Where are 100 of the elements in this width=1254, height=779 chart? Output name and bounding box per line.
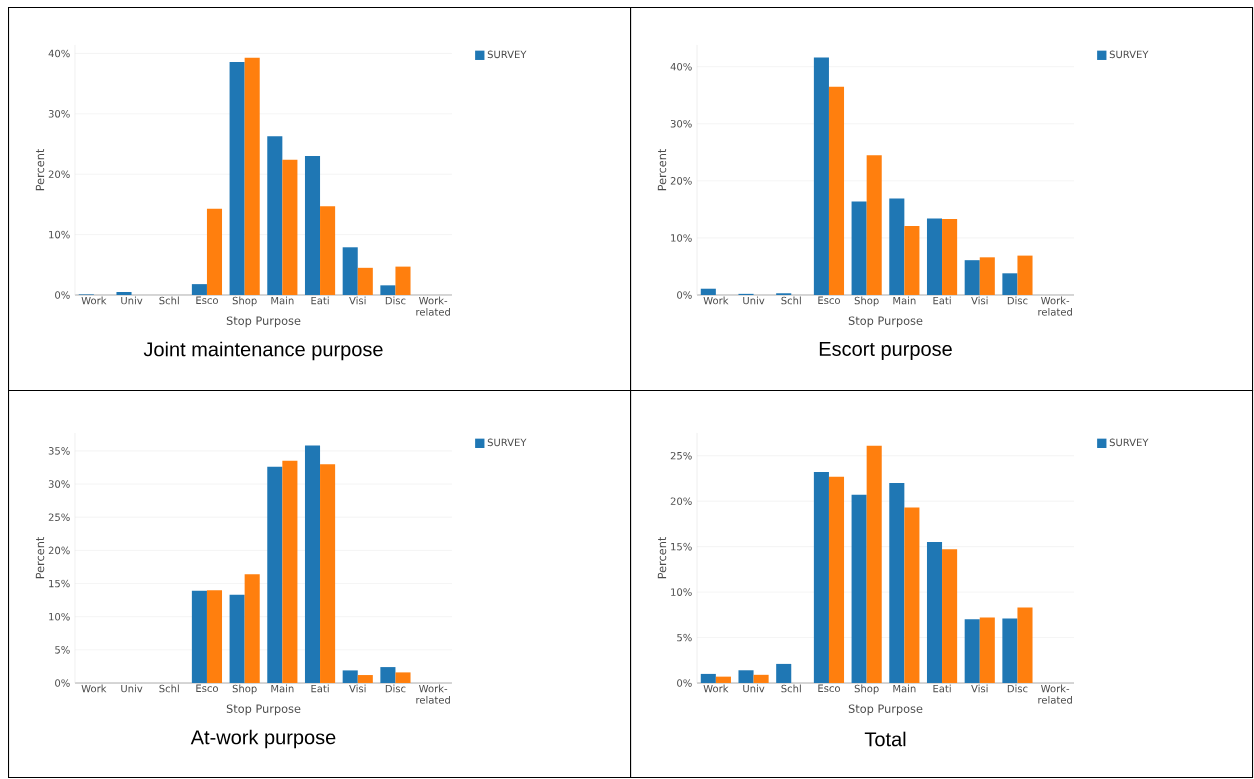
bar xyxy=(267,466,283,683)
bar xyxy=(1017,607,1033,683)
bar xyxy=(282,460,298,683)
x-tick-label: Work xyxy=(703,684,729,693)
x-axis-title: Stop Purpose xyxy=(848,316,923,328)
bar xyxy=(206,590,223,683)
y-tick-label: 25% xyxy=(48,513,70,521)
text: At-work purpose xyxy=(190,729,336,749)
bar xyxy=(926,542,943,683)
bar xyxy=(244,57,260,295)
x-tick-label: Eati xyxy=(311,684,329,693)
x-tick-label: Disc xyxy=(385,296,406,305)
bar xyxy=(380,285,396,295)
bar xyxy=(229,61,245,295)
x-tick-label: Schl xyxy=(159,684,179,693)
bar xyxy=(191,284,207,295)
x-tick-label: Work xyxy=(703,296,729,305)
bar xyxy=(866,155,882,295)
y-tick-label: 0% xyxy=(677,291,692,299)
y-tick-label: 20% xyxy=(48,170,70,179)
bar xyxy=(964,619,980,683)
x-tick-label: Shop xyxy=(232,684,257,695)
bar xyxy=(320,206,336,295)
x-tick-label: Eati xyxy=(933,684,951,693)
y-tick-label: 10% xyxy=(671,234,692,242)
bar xyxy=(904,225,920,295)
bar xyxy=(1017,255,1033,295)
bar xyxy=(889,482,905,683)
bar xyxy=(244,574,260,683)
bar xyxy=(851,201,867,295)
bar xyxy=(206,208,223,295)
y-tick-label: 15% xyxy=(671,542,692,551)
x-tick-label: Disc xyxy=(1007,296,1028,305)
y-tick-label: 40% xyxy=(670,62,692,71)
x-tick-label: Work-related xyxy=(416,296,450,316)
x-tick-label: Univ xyxy=(121,684,143,693)
bar xyxy=(715,676,731,683)
bar xyxy=(191,590,207,683)
x-tick-label: Main xyxy=(271,296,294,305)
bar xyxy=(851,494,867,683)
bar xyxy=(979,257,995,295)
bar xyxy=(738,670,754,683)
y-tick-label: 25% xyxy=(670,451,692,460)
text: Joint maintenance purpose xyxy=(143,341,383,361)
y-tick-label: 0% xyxy=(55,679,70,687)
x-tick-label: Eati xyxy=(311,296,329,305)
x-tick-label: Work xyxy=(81,684,107,693)
y-tick-label: 10% xyxy=(671,588,692,596)
y-tick-label: 5% xyxy=(55,646,70,654)
x-tick-label: Esco xyxy=(818,684,840,693)
x-tick-label: Schl xyxy=(159,296,179,305)
x-tick-label: Main xyxy=(893,296,916,305)
bar xyxy=(813,472,829,683)
x-tick-label: Esco xyxy=(196,296,218,305)
x-tick-label: Schl xyxy=(781,684,801,693)
x-tick-label: Schl xyxy=(781,296,801,305)
bar xyxy=(395,672,411,683)
y-tick-label: 5% xyxy=(677,633,692,642)
y-tick-label: 10% xyxy=(49,230,70,239)
x-tick-label: Eati xyxy=(933,296,951,305)
x-tick-label: Work-related xyxy=(1038,684,1072,704)
y-tick-label: 0% xyxy=(677,679,692,687)
text: Escort purpose xyxy=(819,342,952,360)
bar xyxy=(828,476,845,683)
y-tick-label: 20% xyxy=(670,497,692,505)
legend-label: SURVEY xyxy=(487,50,527,59)
bar xyxy=(904,507,920,683)
bar xyxy=(395,266,411,295)
bar xyxy=(282,159,298,295)
x-tick-label: Esco xyxy=(196,684,218,693)
x-tick-label: Main xyxy=(893,684,916,693)
y-tick-label: 20% xyxy=(670,177,692,185)
bar xyxy=(942,219,958,295)
bar xyxy=(380,667,396,683)
bar xyxy=(700,288,716,295)
bar xyxy=(942,549,958,683)
bar xyxy=(342,247,358,295)
y-axis-title: Percent xyxy=(35,536,45,579)
bar xyxy=(866,445,882,683)
bar xyxy=(342,670,358,683)
bar xyxy=(926,218,943,295)
bar xyxy=(813,57,829,295)
x-axis-title: Stop Purpose xyxy=(226,704,301,716)
bar xyxy=(357,267,373,295)
x-tick-label: Visi xyxy=(971,296,988,305)
x-axis-title: Stop Purpose xyxy=(848,704,923,716)
x-tick-label: Main xyxy=(271,684,294,693)
y-tick-label: 30% xyxy=(48,480,70,488)
bar xyxy=(116,291,132,295)
legend-label: SURVEY xyxy=(487,438,527,447)
bar xyxy=(828,86,845,295)
y-axis-title: Percent xyxy=(35,148,45,191)
bar xyxy=(320,464,336,683)
legend-label: SURVEY xyxy=(1109,438,1149,447)
x-tick-label: Visi xyxy=(349,684,366,693)
bar xyxy=(889,198,905,295)
bar xyxy=(304,156,321,295)
y-tick-label: 30% xyxy=(48,110,70,118)
x-tick-label: Esco xyxy=(818,296,840,305)
y-tick-label: 35% xyxy=(48,447,70,455)
